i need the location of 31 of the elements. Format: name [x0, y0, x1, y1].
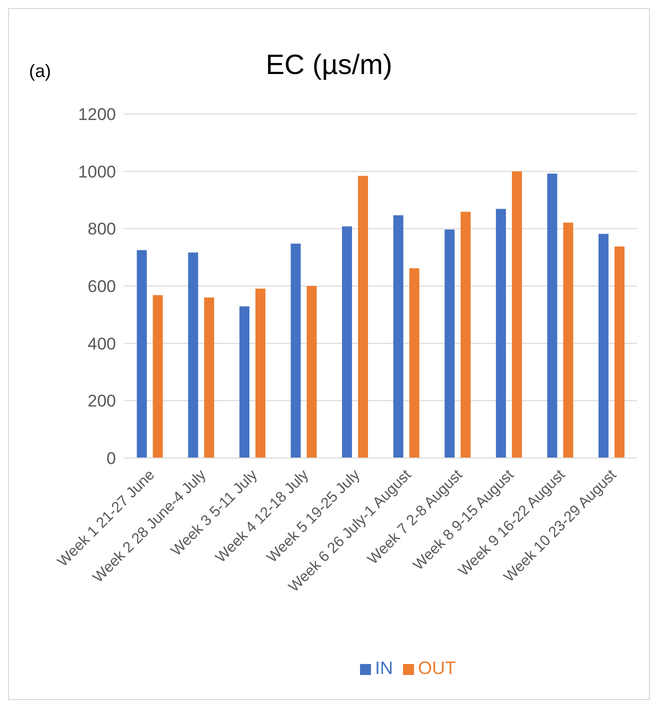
y-tick-label: 200 — [88, 392, 116, 411]
bar — [598, 234, 609, 458]
y-tick-label: 0 — [106, 449, 116, 468]
bar — [444, 230, 455, 458]
bar — [204, 297, 214, 458]
bar — [306, 286, 317, 458]
bar — [152, 295, 163, 458]
bar — [358, 176, 368, 458]
y-tick-label: 400 — [88, 334, 116, 354]
bar — [460, 212, 471, 458]
text: (a) — [29, 61, 51, 82]
bar — [136, 250, 147, 458]
bar — [393, 215, 404, 458]
y-tick-label: 800 — [88, 220, 116, 239]
legend-label: OUT — [418, 658, 456, 678]
bar — [547, 174, 558, 458]
bar — [512, 171, 522, 458]
bar — [342, 226, 352, 458]
y-tick-label: 1000 — [78, 162, 116, 182]
bar — [563, 222, 574, 458]
bar — [614, 246, 625, 458]
y-tick-label: 600 — [88, 277, 116, 296]
bar — [290, 244, 301, 458]
bar — [239, 306, 250, 458]
chart-title: EC (µs/m) — [266, 49, 392, 80]
y-tick-label: 1200 — [78, 105, 116, 124]
legend-label: IN — [375, 658, 393, 678]
bar — [255, 288, 266, 458]
bar — [496, 208, 506, 458]
bar — [409, 268, 420, 458]
bar — [188, 252, 198, 458]
